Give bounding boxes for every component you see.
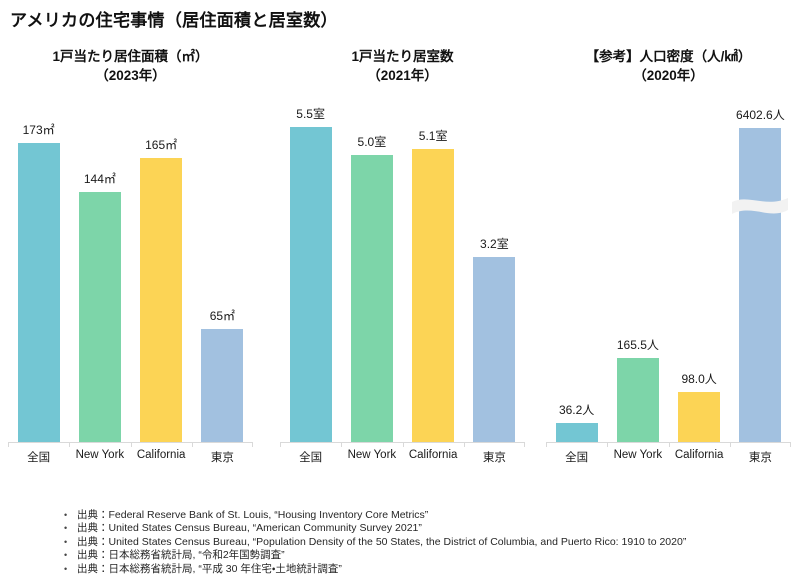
x-tick-label-東京: 東京 — [748, 452, 772, 464]
x-axis-labels: 全国 New York California 東京 — [280, 449, 525, 465]
plot-area: 5.5室 5.0室 5.1室 3.2室 — [280, 107, 525, 447]
chart-title-line1: 1戸当たり居住面積（㎡） — [52, 49, 209, 64]
x-tick-label-全国: 全国 — [27, 452, 51, 464]
bar-slot: 5.5室 — [280, 105, 341, 442]
plot-area: 36.2人 165.5人 98.0人 6402.6人 — [546, 108, 791, 447]
source-item: 出典：日本総務省統計局, “令和2年国勢調査” — [63, 549, 686, 563]
bar-slot: 3.2室 — [464, 235, 525, 442]
axis-break-wave — [732, 198, 789, 214]
bar-value-label: 165㎡ — [145, 138, 178, 152]
bar-value-label: 98.0人 — [681, 372, 717, 386]
x-axis-labels: 全国 New York California 東京 — [546, 449, 791, 465]
plot-area: 173㎡ 144㎡ 165㎡ 65㎡ — [8, 123, 253, 447]
bar-value-label: 5.0室 — [357, 135, 387, 149]
bar-slot: 6402.6人 — [730, 106, 791, 442]
bar-全国 — [289, 127, 332, 442]
bar-value-label: 65㎡ — [209, 309, 236, 323]
bar-全国 — [17, 143, 60, 442]
bar-New York — [616, 358, 659, 442]
bar-California — [412, 149, 455, 442]
source-item: 出典：日本総務省統計局, “平成 30 年住宅・土地統計調査” — [63, 563, 686, 577]
bar-東京 — [732, 128, 789, 442]
bar-slot: 98.0人 — [669, 370, 730, 442]
x-tick-label-東京: 東京 — [482, 452, 506, 464]
bar-全国 — [555, 423, 598, 442]
bar-slot: 36.2人 — [546, 401, 607, 442]
chart-panel-living-area: 1戸当たり居住面積（㎡） （2023年） 173㎡ 144㎡ 165㎡ 65㎡ 全国 N… — [8, 40, 253, 480]
chart-title-line1: 【参考】人口密度（人/㎢） — [585, 49, 752, 64]
bar-value-label: 6402.6人 — [736, 108, 785, 122]
chart-title: 【参考】人口密度（人/㎢） （2020年） — [546, 40, 791, 85]
bar-東京 — [201, 329, 244, 442]
axis-tick — [341, 443, 343, 447]
x-tick-label-California: California — [136, 449, 186, 461]
bar-slot: 5.1室 — [403, 127, 464, 442]
page-title: アメリカの住宅事情（居住面積と居室数） — [10, 11, 338, 30]
chart-title-line2: （2021年） — [367, 68, 438, 83]
bar-value-label: 173㎡ — [22, 123, 55, 137]
axis-tick — [668, 443, 670, 447]
bar-value-label: 36.2人 — [558, 403, 595, 417]
axis-tick — [130, 443, 132, 447]
bar-value-label: 144㎡ — [83, 172, 116, 186]
source-item: 出典：United States Census Bureau, “America… — [63, 522, 686, 536]
bar-California — [140, 158, 183, 442]
x-tick-label-California: California — [408, 449, 458, 461]
x-tick-label-New York: New York — [75, 449, 125, 461]
axis-tick — [402, 443, 404, 447]
axis-tick — [191, 443, 193, 447]
bar-slot: 5.0室 — [341, 133, 402, 442]
chart-title: 1戸当たり居住面積（㎡） （2023年） — [8, 40, 253, 85]
bar-slot: 173㎡ — [8, 121, 69, 442]
source-item: 出典：Federal Reserve Bank of St. Louis, “H… — [63, 509, 686, 523]
chart-title-line2: （2020年） — [633, 68, 704, 83]
bar-New York — [78, 192, 121, 442]
axis-tick — [546, 443, 547, 447]
axis-tick — [607, 443, 609, 447]
bar-slot: 144㎡ — [69, 170, 130, 442]
x-axis-labels: 全国 New York California 東京 — [8, 449, 253, 465]
bar-value-label: 5.1室 — [418, 129, 448, 143]
x-tick-label-New York: New York — [613, 449, 663, 461]
bar-value-label: 5.5室 — [296, 107, 325, 121]
axis-tick — [69, 443, 71, 447]
axis-tick — [8, 443, 9, 447]
bar-東京 — [473, 257, 516, 442]
bar-slot: 65㎡ — [192, 307, 253, 442]
axis-tick — [463, 443, 465, 447]
axis-tick — [524, 443, 525, 447]
chart-title: 1戸当たり居室数 （2021年） — [280, 40, 525, 85]
axis-tick — [280, 443, 281, 447]
x-tick-label-全国: 全国 — [565, 452, 589, 464]
x-tick-label-東京: 東京 — [210, 452, 234, 464]
bar-New York — [350, 155, 393, 442]
chart-title-line1: 1戸当たり居室数 — [351, 49, 454, 64]
source-item: 出典：United States Census Bureau, “Populat… — [63, 536, 686, 550]
bar-value-label: 3.2室 — [480, 237, 509, 251]
x-tick-label-California: California — [674, 449, 724, 461]
axis-tick — [729, 443, 731, 447]
bar-value-label: 165.5人 — [616, 338, 659, 352]
axis-tick — [790, 443, 791, 447]
chart-panel-rooms: 1戸当たり居室数 （2021年） 5.5室 5.0室 5.1室 3.2室 全国 New … — [280, 40, 525, 480]
bar-California — [678, 392, 721, 442]
x-tick-label-New York: New York — [347, 449, 397, 461]
axis-tick — [252, 443, 253, 447]
bar-slot: 165㎡ — [131, 136, 192, 442]
chart-panel-population-density: 【参考】人口密度（人/㎢） （2020年） 36.2人 165.5人 98.0人 64… — [546, 40, 791, 480]
chart-title-line2: （2023年） — [95, 68, 166, 83]
bar-slot: 165.5人 — [607, 336, 668, 442]
source-list: 出典：Federal Reserve Bank of St. Louis, “H… — [63, 509, 686, 576]
x-tick-label-全国: 全国 — [299, 452, 323, 464]
